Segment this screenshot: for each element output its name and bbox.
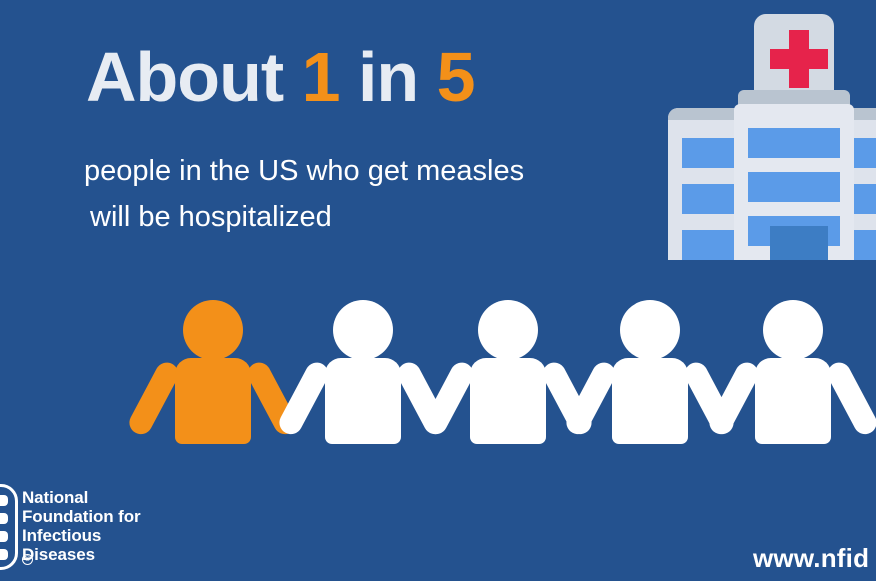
logo-line-2: Foundation for [22,507,141,526]
person-body [470,358,546,444]
hospital-building-icon [664,14,876,260]
page-headline: About 1 in 5 [86,42,476,112]
headline-number-one: 1 [301,38,341,116]
person-arm-right [823,358,876,439]
red-cross-icon-horizontal [770,49,828,69]
person-head [620,300,680,360]
person-icon-highlighted [125,300,301,450]
headline-prefix: About [86,38,302,116]
person-icon [562,300,738,450]
subheadline-line-2: will be hospitalized [90,201,332,233]
person-icon [420,300,596,450]
person-icon [705,300,876,450]
logo-mark-dot [0,549,8,560]
hospital-entrance-door [770,226,828,260]
person-body [755,358,831,444]
person-body [612,358,688,444]
hospital-window [682,184,744,214]
people-pictograph [125,300,876,450]
nfid-logo-mark [0,484,18,570]
person-head [183,300,243,360]
registered-trademark-icon: ® [22,554,33,565]
website-url[interactable]: www.nfid [753,543,870,573]
person-head [763,300,823,360]
page-subheadline: people in the US who get measles will be… [84,148,524,240]
hospital-window [748,172,840,202]
person-icon [275,300,451,450]
subheadline-line-1: people in the US who get measles [84,155,525,187]
hospital-window [748,128,840,158]
hospital-window [682,230,744,260]
nfid-logo-text: National Foundation for Infectious Disea… [22,488,141,564]
person-head [478,300,538,360]
hospital-window [682,138,744,168]
logo-line-3: Infectious [22,526,102,545]
logo-line-4: Diseases [22,545,95,564]
person-body [325,358,401,444]
person-head [333,300,393,360]
logo-mark-dot [0,495,8,506]
logo-mark-dot [0,513,8,524]
logo-mark-dot [0,531,8,542]
person-arm-left [125,358,183,439]
person-body [175,358,251,444]
logo-line-1: National [22,488,89,507]
headline-middle: in [339,38,437,116]
headline-number-five: 5 [436,38,476,116]
